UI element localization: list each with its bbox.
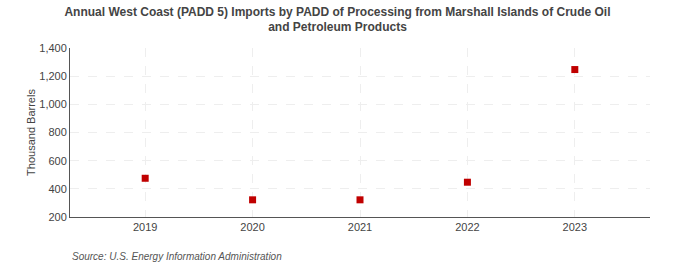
svg-text:200: 200: [48, 211, 66, 223]
svg-text:2023: 2023: [563, 221, 587, 233]
svg-text:1,200: 1,200: [39, 70, 67, 82]
svg-text:Source: U.S. Energy Informatio: Source: U.S. Energy Information Administ…: [72, 251, 282, 262]
svg-text:1,000: 1,000: [39, 98, 67, 110]
svg-text:Thousand Barrels: Thousand Barrels: [25, 89, 37, 176]
svg-text:2021: 2021: [348, 221, 372, 233]
svg-text:1,400: 1,400: [39, 42, 67, 54]
svg-text:Annual West Coast (PADD 5) Imp: Annual West Coast (PADD 5) Imports by PA…: [64, 5, 610, 35]
svg-text:2020: 2020: [240, 221, 264, 233]
svg-text:2022: 2022: [455, 221, 479, 233]
svg-text:400: 400: [48, 183, 66, 195]
svg-text:800: 800: [48, 126, 66, 138]
svg-text:600: 600: [48, 155, 66, 167]
svg-text:2019: 2019: [133, 221, 157, 233]
